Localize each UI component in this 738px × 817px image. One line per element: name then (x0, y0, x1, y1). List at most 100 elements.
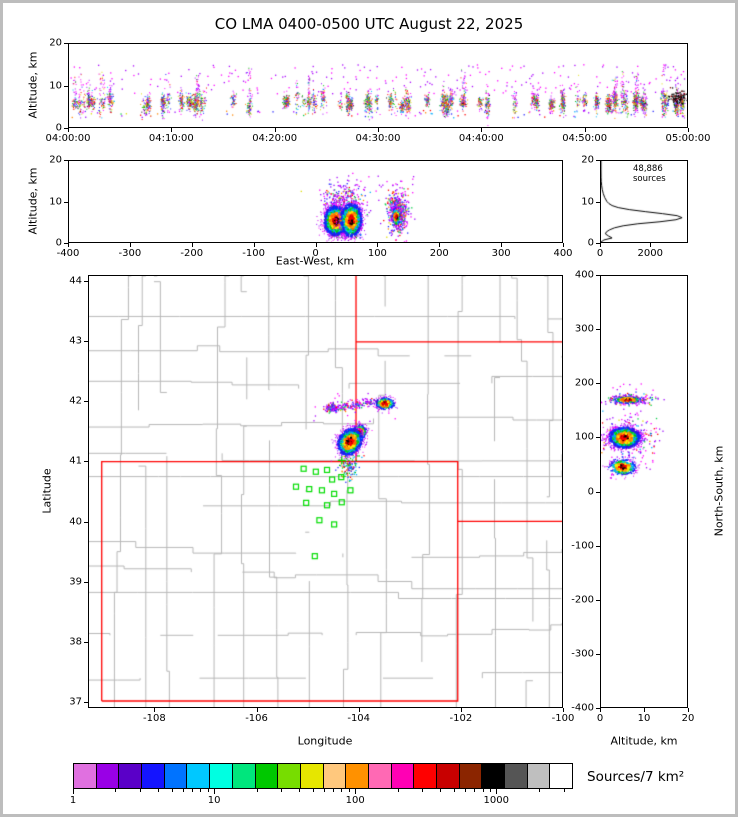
tick-label: -102 (449, 713, 473, 724)
tick-label: 20 (681, 713, 695, 724)
tick-mark (596, 275, 600, 276)
tick-mark (64, 243, 68, 244)
colorbar-segment (210, 764, 233, 788)
tick-label: -200 (571, 594, 594, 606)
tick-mark (84, 461, 88, 463)
ew-panel-xlabel: East-West, km (275, 254, 355, 268)
tick-mark (481, 128, 483, 132)
tick-label: 0 (587, 486, 594, 497)
tick-mark (64, 160, 68, 161)
tick-mark (596, 383, 600, 385)
tick-mark (355, 789, 357, 794)
map-canvas (89, 276, 562, 707)
tick-label: 100 (574, 431, 594, 443)
tick-label: 100 (367, 248, 387, 259)
tick-label: 37 (69, 696, 82, 708)
tick-mark (182, 789, 184, 792)
tick-mark (563, 708, 564, 712)
colorbar-segment (232, 764, 256, 788)
time-altitude-canvas (69, 44, 687, 127)
tick-mark (64, 43, 68, 44)
tick-label: -300 (571, 648, 594, 660)
tick-mark (489, 789, 491, 792)
tick-mark (596, 329, 600, 331)
tick-mark (64, 128, 68, 129)
colorbar-segment (459, 764, 483, 788)
altitude-histogram-panel (600, 160, 688, 243)
tick-label: 2000 (637, 248, 664, 259)
tick-mark (115, 789, 117, 792)
tick-mark (440, 789, 442, 792)
tick-mark (323, 789, 325, 792)
tick-mark (214, 789, 216, 794)
tick-label: 04:50:00 (562, 133, 608, 144)
tick-label: 42 (69, 395, 82, 407)
tick-mark (281, 789, 283, 792)
tick-label: 04:10:00 (148, 133, 194, 144)
tick-label: 200 (429, 248, 449, 259)
tick-mark (464, 789, 466, 792)
tick-mark (157, 789, 159, 792)
tick-label: 39 (69, 576, 82, 588)
tick-mark (600, 243, 601, 247)
tick-mark (341, 789, 343, 792)
tick-label: 0 (596, 713, 604, 724)
tick-label: 300 (491, 248, 511, 259)
tick-label: -100 (571, 540, 594, 552)
tick-mark (207, 789, 209, 792)
colorbar-segment (96, 764, 120, 788)
tick-mark (84, 401, 88, 403)
tick-mark (129, 243, 131, 247)
colorbar-segment (550, 764, 573, 788)
tick-label: 04:40:00 (458, 133, 504, 144)
tick-label: 300 (574, 323, 594, 335)
eastwest-altitude-panel (68, 160, 563, 243)
tick-label: 10 (637, 713, 651, 724)
tick-label: 04:00:00 (45, 133, 91, 144)
tick-mark (563, 789, 565, 792)
ns-panel-ylabel: North-South, km (712, 445, 726, 537)
colorbar-segment (527, 764, 551, 788)
tick-mark (84, 641, 88, 643)
tick-mark (312, 789, 314, 792)
tick-label: 38 (69, 636, 82, 648)
colorbar-segment (278, 764, 301, 788)
tick-label: 10 (207, 795, 221, 806)
tick-label: -200 (180, 248, 204, 259)
tick-mark (358, 708, 360, 712)
tick-label: 1 (69, 795, 77, 806)
tick-mark (688, 128, 689, 132)
tick-mark (422, 789, 424, 792)
tick-label: 400 (574, 269, 594, 281)
tick-label: 10 (49, 80, 62, 91)
tick-label: 1000 (483, 795, 509, 806)
tick-mark (171, 789, 173, 792)
altitude-histogram-canvas (601, 161, 687, 242)
tick-mark (68, 243, 69, 247)
tick-mark (256, 708, 258, 712)
tick-mark (84, 581, 88, 583)
ew-panel-ylabel: Altitude, km (26, 167, 40, 235)
tick-mark (501, 243, 503, 247)
colorbar-segment (255, 764, 279, 788)
tick-label: 0 (596, 248, 604, 259)
tick-mark (84, 521, 88, 523)
tick-label: -100 (551, 713, 575, 724)
tick-mark (584, 128, 586, 132)
tick-mark (596, 653, 600, 655)
tick-label: 0 (587, 237, 594, 249)
tick-mark (453, 789, 455, 792)
tick-mark (596, 545, 600, 547)
tick-mark (688, 708, 689, 712)
tick-mark (315, 243, 317, 247)
tick-label: -104 (347, 713, 371, 724)
colorbar-segment (505, 764, 528, 788)
colorbar-segment (74, 764, 97, 788)
map-panel (88, 275, 563, 708)
tick-mark (253, 243, 255, 247)
tick-mark (439, 243, 441, 247)
tick-label: 100 (345, 795, 365, 806)
tick-mark (274, 128, 276, 132)
tick-mark (596, 599, 600, 601)
